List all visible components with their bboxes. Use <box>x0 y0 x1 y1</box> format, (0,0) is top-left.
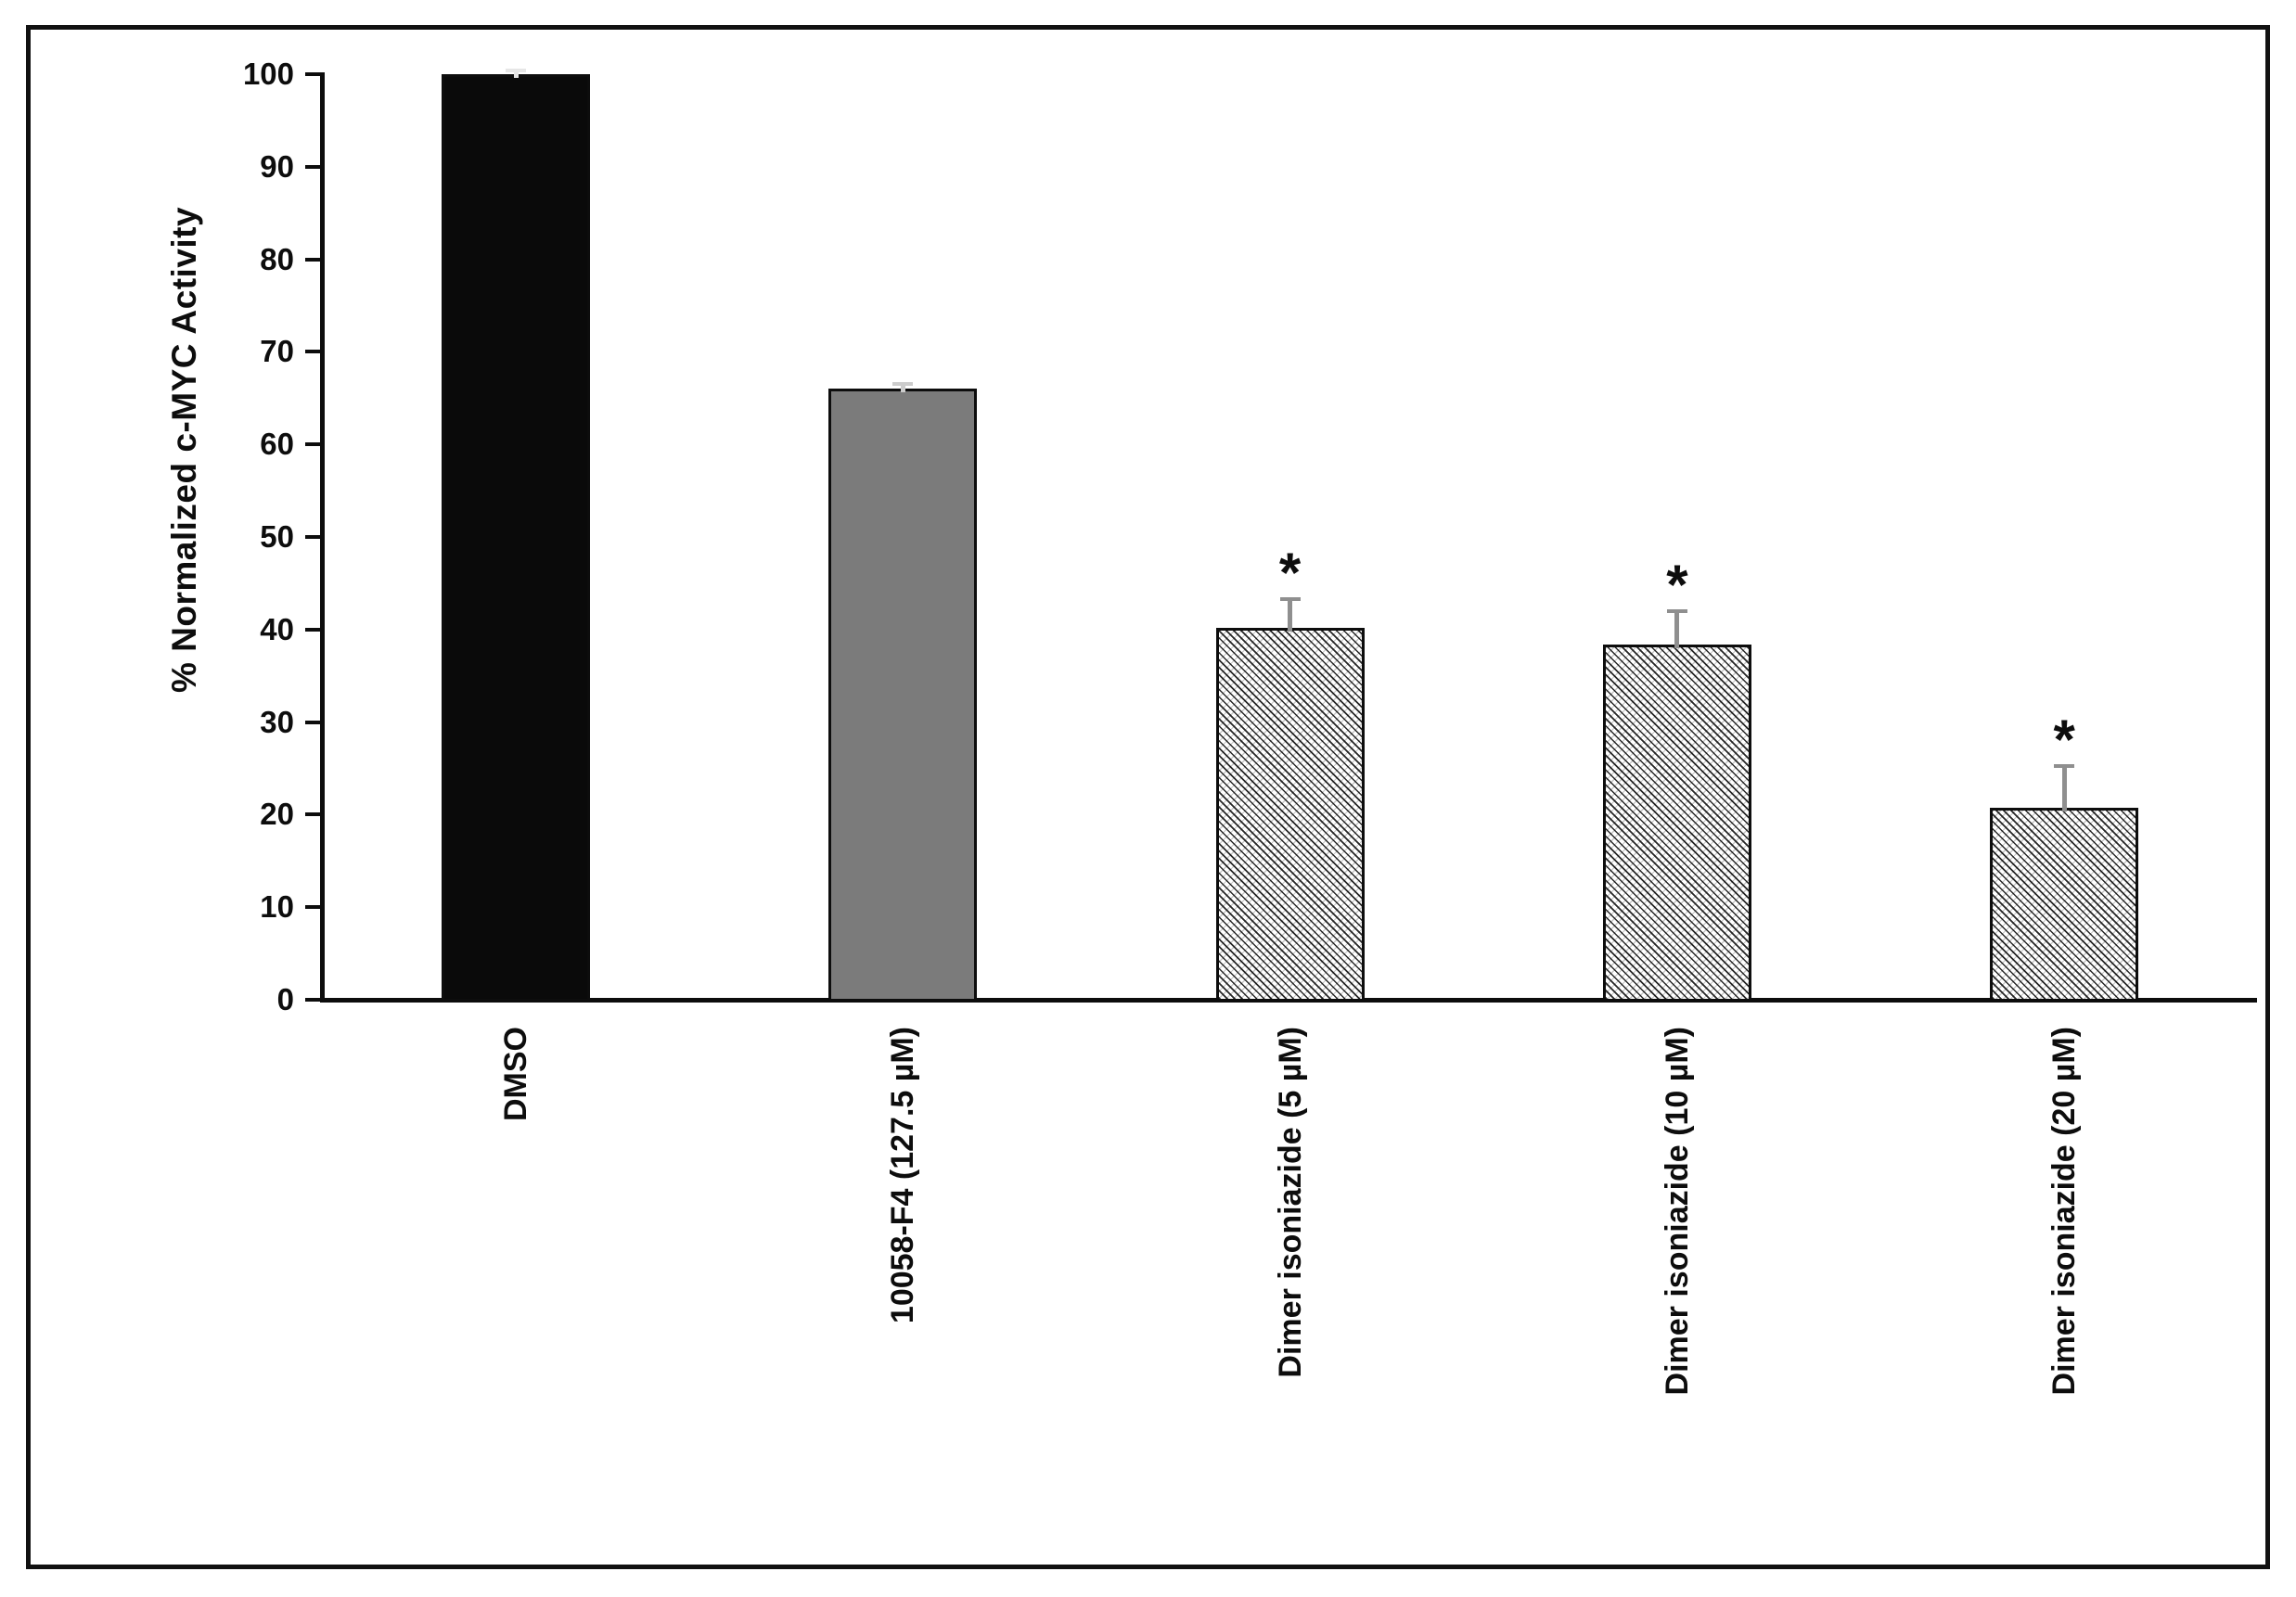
y-tick-label: 70 <box>260 334 294 369</box>
y-tick-mark <box>305 720 320 724</box>
error-bar-cap <box>892 382 914 387</box>
y-tick-label: 0 <box>276 982 294 1016</box>
error-bar-line <box>1288 598 1293 632</box>
y-tick-mark <box>305 257 320 262</box>
bar-1 <box>442 74 590 1002</box>
y-axis-line <box>320 72 325 1003</box>
y-tick-label: 50 <box>260 519 294 554</box>
y-tick-label: 30 <box>260 704 294 739</box>
y-tick-mark <box>305 72 320 76</box>
error-bar-cap <box>506 69 526 72</box>
y-tick-mark <box>305 442 320 447</box>
error-bar-line <box>2061 765 2067 812</box>
bar-3 <box>1215 627 1365 1002</box>
y-tick-mark <box>305 164 320 169</box>
chart-frame <box>26 25 2270 1569</box>
y-tick-label: 80 <box>260 241 294 276</box>
y-tick-label: 10 <box>260 889 294 925</box>
x-category-label: Dimer isoniazide (5 µM) <box>1272 1027 1308 1378</box>
y-tick-mark <box>305 350 320 354</box>
x-category-label: 10058-F4 (127.5 µM) <box>885 1027 921 1324</box>
error-bar-cap <box>1666 608 1687 613</box>
error-bar-cap <box>2054 763 2075 768</box>
x-category-label: Dimer isoniazide (10 µM) <box>1659 1027 1695 1396</box>
y-tick-mark <box>305 812 320 817</box>
bar-4 <box>1602 644 1751 1002</box>
error-bar-line <box>513 70 519 78</box>
y-tick-mark <box>305 998 320 1002</box>
y-tick-label: 90 <box>260 148 294 184</box>
y-tick-mark <box>305 627 320 632</box>
error-bar-cap <box>1279 596 1301 601</box>
error-bar-line <box>900 384 905 393</box>
y-tick-label: 40 <box>260 611 294 646</box>
y-tick-label: 20 <box>260 797 294 832</box>
y-tick-mark <box>305 905 320 910</box>
significance-asterisk: * <box>1278 541 1302 604</box>
bar-5 <box>1990 808 2139 1002</box>
x-category-label: Dimer isoniazide (20 µM) <box>2046 1027 2083 1396</box>
bar-2 <box>828 389 978 1002</box>
significance-asterisk: * <box>2053 708 2075 771</box>
significance-asterisk: * <box>1666 553 1688 616</box>
y-tick-label: 60 <box>260 427 294 462</box>
y-tick-label: 100 <box>242 57 294 91</box>
error-bar-line <box>1674 610 1680 648</box>
y-tick-mark <box>305 535 320 539</box>
x-category-label: DMSO <box>498 1027 533 1121</box>
